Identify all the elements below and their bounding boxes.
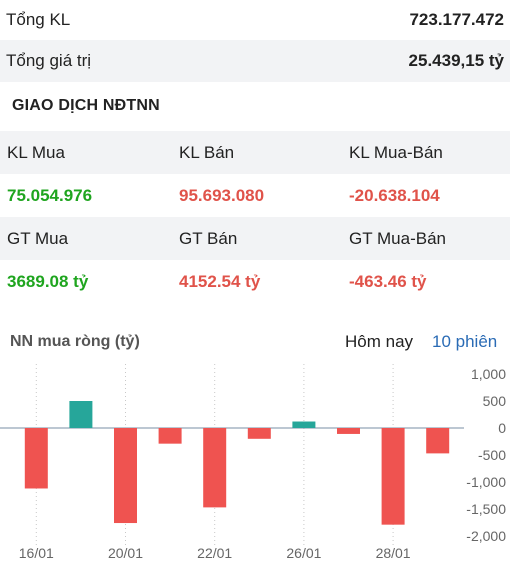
total-value-label: Tổng giá trị bbox=[6, 51, 92, 70]
y-tick-label: -500 bbox=[478, 447, 506, 463]
y-tick-label: -1,500 bbox=[466, 501, 506, 517]
y-tick-label: 1,000 bbox=[471, 366, 506, 382]
y-tick-label: 500 bbox=[483, 393, 507, 409]
value-net-header: GT Mua-Bán bbox=[349, 228, 447, 248]
volume-net-header: KL Mua-Bán bbox=[349, 142, 443, 162]
net-buy-chart: 1,000 500 0 -500 -1,000 -1,500 -2,000 16/01 20/0… bbox=[0, 364, 507, 561]
foreign-trading-title: GIAO DỊCH NĐTNN bbox=[12, 97, 160, 114]
x-tick-label: 22/01 bbox=[197, 545, 232, 561]
y-tick-label: -1,000 bbox=[466, 474, 506, 490]
bar-21/01[interactable] bbox=[158, 428, 182, 444]
value-value-row: 3689.08 tỷ 4152.54 tỷ -463.46 tỷ bbox=[0, 260, 510, 303]
value-buy-value: 3689.08 tỷ bbox=[7, 271, 89, 291]
value-header-row: GT Mua GT Bán GT Mua-Bán bbox=[0, 217, 510, 260]
volume-header-row: KL Mua KL Bán KL Mua-Bán bbox=[0, 131, 510, 174]
x-tick-label: 28/01 bbox=[376, 545, 411, 561]
tab-10-sessions[interactable]: 10 phiên bbox=[432, 332, 498, 351]
total-volume-label: Tổng KL bbox=[6, 10, 71, 29]
volume-buy-value: 75.054.976 bbox=[7, 185, 93, 205]
volume-net-value: -20.638.104 bbox=[349, 185, 440, 205]
tab-today[interactable]: Hôm nay bbox=[345, 332, 414, 351]
total-volume-row: Tổng KL 723.177.472 bbox=[0, 0, 510, 40]
bar-22/01[interactable] bbox=[203, 428, 227, 508]
value-net-value: -463.46 tỷ bbox=[349, 271, 427, 291]
x-tick-label: 20/01 bbox=[108, 545, 143, 561]
bar-16/01[interactable] bbox=[24, 428, 48, 489]
chart-header: NN mua ròng (tỷ) Hôm nay 10 phiên bbox=[0, 326, 510, 358]
chart-title: NN mua ròng (tỷ) bbox=[10, 333, 140, 350]
volume-sell-value: 95.693.080 bbox=[179, 185, 265, 205]
bar-26/01[interactable] bbox=[292, 421, 316, 428]
bar-23/01[interactable] bbox=[247, 428, 271, 439]
bar-28/01[interactable] bbox=[381, 428, 405, 525]
volume-value-row: 75.054.976 95.693.080 -20.638.104 bbox=[0, 174, 510, 217]
value-sell-header: GT Bán bbox=[179, 228, 238, 248]
bar-29/01[interactable] bbox=[426, 428, 450, 454]
value-buy-header: GT Mua bbox=[7, 228, 69, 248]
value-sell-value: 4152.54 tỷ bbox=[179, 271, 261, 291]
volume-buy-header: KL Mua bbox=[7, 142, 65, 162]
y-tick-label: -2,000 bbox=[466, 528, 506, 544]
total-value-row: Tổng giá trị 25.439,15 tỷ bbox=[0, 40, 510, 82]
x-tick-label: 26/01 bbox=[286, 545, 321, 561]
y-tick-label: 0 bbox=[498, 420, 506, 436]
bar-27/01[interactable] bbox=[337, 428, 360, 434]
x-tick-label: 16/01 bbox=[19, 545, 54, 561]
bar-17/01[interactable] bbox=[69, 401, 93, 428]
total-volume-value: 723.177.472 bbox=[409, 10, 504, 29]
bar-20/01[interactable] bbox=[114, 428, 137, 524]
total-value-value: 25.439,15 tỷ bbox=[408, 51, 504, 70]
volume-sell-header: KL Bán bbox=[179, 142, 235, 162]
